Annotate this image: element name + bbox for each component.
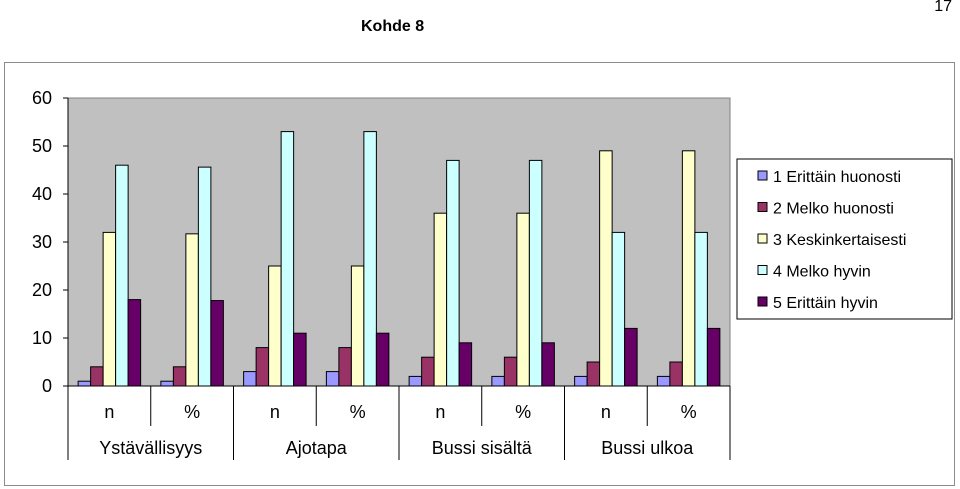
page-title: Kohde 8 — [361, 18, 425, 35]
chart-frame — [4, 62, 955, 486]
x-group-label: Ajotapa — [286, 438, 348, 458]
page-number: 17 — [934, 0, 952, 15]
x-group-label: Bussi sisältä — [432, 438, 533, 458]
legend-label: 2 Melko huonosti — [773, 201, 894, 218]
bar — [586, 361, 601, 387]
y-tick-label: 20 — [32, 280, 52, 300]
x-tick-label: % — [184, 402, 200, 422]
y-tick-label: 30 — [32, 232, 52, 252]
bar — [541, 342, 555, 387]
x-tick-label: % — [350, 402, 366, 422]
bar — [243, 371, 257, 387]
bar — [433, 212, 448, 387]
y-tick-label: 40 — [32, 184, 52, 204]
x-tick-label: n — [601, 402, 611, 422]
bar — [706, 327, 721, 387]
legend-label: 1 Erittäin huonosti — [773, 169, 901, 186]
bar — [458, 342, 473, 387]
legend-swatch — [757, 233, 768, 244]
bar — [516, 212, 530, 387]
bar — [681, 150, 696, 387]
y-tick-label: 60 — [32, 88, 52, 108]
bar — [694, 231, 708, 387]
bar — [197, 166, 212, 387]
y-tick-label: 10 — [32, 328, 52, 348]
bar — [363, 131, 377, 387]
bar — [185, 233, 199, 387]
legend-label: 3 Keskinkertaisesti — [773, 232, 906, 249]
bar — [102, 231, 117, 387]
bar — [528, 159, 543, 387]
x-group-label: Ystävällisyys — [99, 438, 202, 458]
legend-label: 4 Melko hyvin — [773, 264, 871, 281]
x-tick-label: % — [515, 402, 531, 422]
bar — [210, 300, 224, 387]
bar — [127, 299, 142, 387]
x-tick-label: n — [270, 402, 280, 422]
bar — [375, 332, 390, 387]
bar — [669, 361, 683, 387]
bar — [599, 150, 613, 387]
y-tick-label: 50 — [32, 136, 52, 156]
bar — [350, 265, 365, 387]
bar — [268, 265, 282, 387]
bar — [255, 347, 270, 387]
legend-swatch — [757, 265, 768, 275]
bar — [656, 375, 671, 387]
bar — [574, 375, 588, 387]
bar — [624, 327, 638, 387]
x-group-label: Bussi ulkoa — [601, 438, 694, 458]
x-tick-label: n — [104, 402, 114, 422]
bar — [338, 347, 352, 387]
bar — [421, 356, 435, 387]
bar — [293, 332, 307, 387]
bar — [77, 380, 92, 387]
legend-swatch — [757, 170, 768, 181]
legend-label: 5 Erittäin hyvin — [773, 295, 878, 312]
bar — [280, 131, 295, 387]
legend — [736, 158, 953, 320]
bar — [115, 164, 129, 387]
bar — [172, 366, 187, 387]
bar — [325, 371, 340, 387]
y-tick-label: 0 — [42, 376, 52, 396]
x-tick-label: % — [681, 402, 697, 422]
bar — [446, 159, 460, 387]
bar — [90, 366, 104, 387]
bar — [408, 375, 423, 387]
legend-swatch — [757, 296, 768, 307]
x-tick-label: n — [435, 402, 445, 422]
legend-swatch — [757, 202, 768, 212]
bar — [491, 375, 505, 387]
bar — [503, 356, 518, 387]
bar — [611, 231, 626, 387]
bar — [160, 380, 174, 387]
